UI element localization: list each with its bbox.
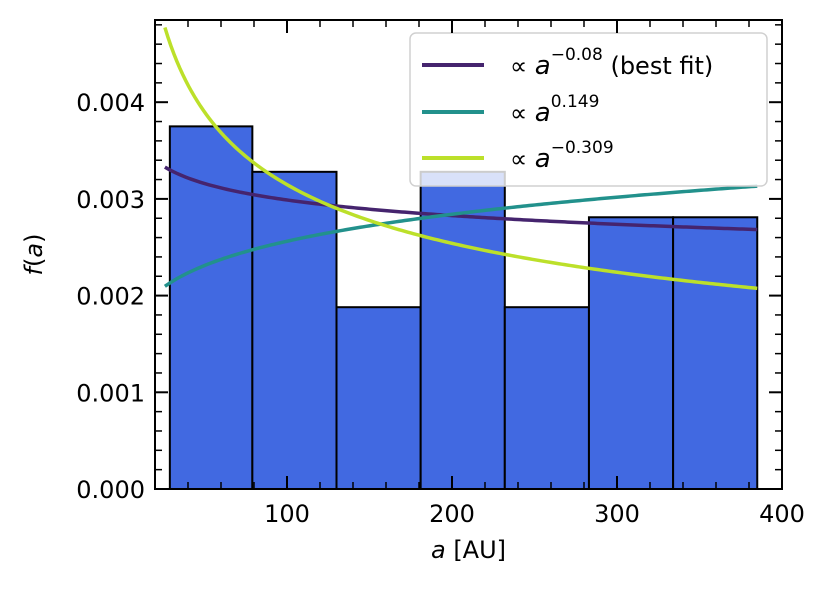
- y-tick-label: 0.003: [76, 186, 145, 214]
- axis-ticks: [154, 20, 783, 490]
- histogram-bar-2: [251, 170, 338, 490]
- legend-label-1: ∝ a−0.08 (best fit): [510, 45, 713, 81]
- histogram-bar-7: [672, 216, 759, 490]
- legend-box: [409, 32, 768, 187]
- histogram-bar-4: [419, 170, 506, 490]
- histogram-bars: [168, 125, 759, 491]
- y-tick-label: 0.004: [76, 89, 145, 117]
- tick-labels: 100 200 300 400 0.000 0.001 0.002 0.003 0.004: [76, 89, 805, 528]
- axes-frame: [154, 19, 783, 490]
- x-tick-label: 300: [594, 500, 640, 528]
- legend-label-2: ∝ a0.149: [510, 92, 599, 128]
- x-axis-label: a [AU]: [431, 536, 506, 564]
- x-tick-label: 400: [759, 500, 805, 528]
- histogram-bar-5: [503, 306, 590, 490]
- legend: ∝ a−0.08 (best fit) ∝ a0.149 ∝ a−0.309: [409, 32, 768, 187]
- legend-label-3: ∝ a−0.309: [510, 138, 614, 174]
- fit-curves: [163, 27, 758, 291]
- fit-curve-1: [164, 165, 758, 232]
- histogram-bar-3: [335, 306, 422, 490]
- x-tick-label: 100: [264, 500, 310, 528]
- y-axis-label: f(a): [20, 234, 48, 276]
- histogram-bar-1: [168, 125, 254, 491]
- x-tick-label: 200: [429, 500, 475, 528]
- y-tick-label: 0.002: [76, 283, 145, 311]
- histogram-bar-6: [587, 216, 675, 490]
- fit-curve-2: [163, 184, 758, 288]
- y-tick-label: 0.000: [76, 476, 145, 504]
- fit-curve-3: [163, 27, 758, 291]
- y-tick-label: 0.001: [76, 379, 145, 407]
